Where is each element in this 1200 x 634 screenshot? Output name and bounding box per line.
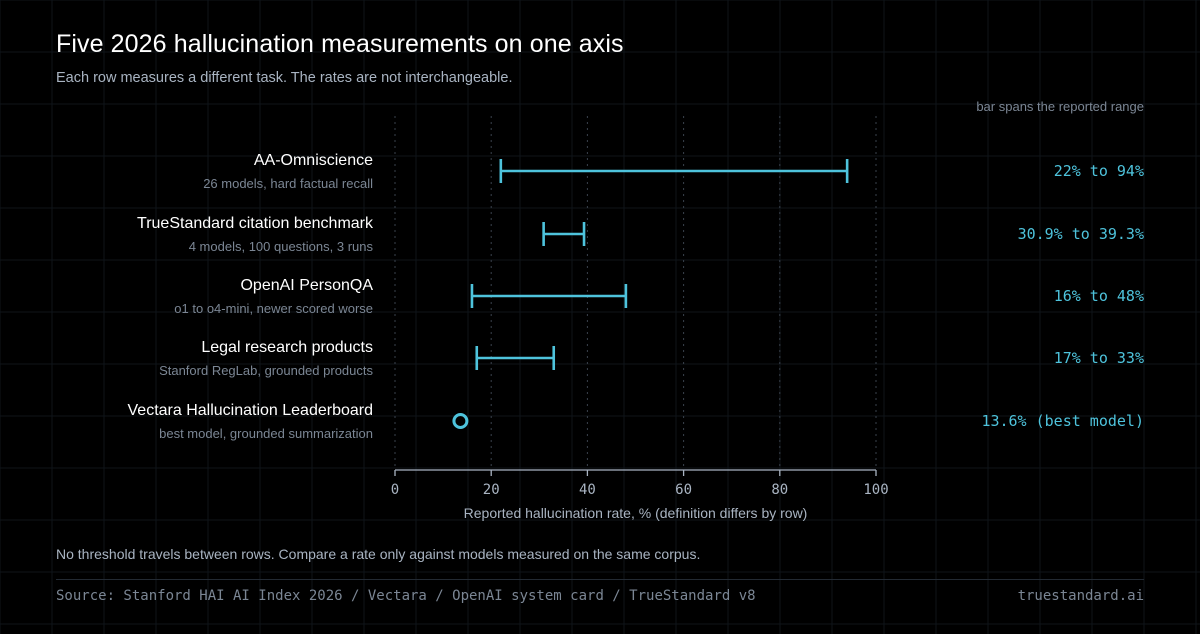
chart-title: Five 2026 hallucination measurements on … xyxy=(56,30,624,58)
row-name: OpenAI PersonQA xyxy=(240,277,373,294)
row-name: Vectara Hallucination Leaderboard xyxy=(127,402,374,419)
footnote: No threshold travels between rows. Compa… xyxy=(56,546,701,562)
row-description: 26 models, hard factual recall xyxy=(203,176,373,191)
range-note: bar spans the reported range xyxy=(976,99,1144,114)
row-description: o1 to o4-mini, newer scored worse xyxy=(174,301,373,316)
row-description: 4 models, 100 questions, 3 runs xyxy=(188,239,373,254)
x-tick-label: 20 xyxy=(483,482,500,498)
source-note: Source: Stanford HAI AI Index 2026 / Vec… xyxy=(56,588,756,604)
divider xyxy=(56,579,1144,580)
site-link[interactable]: truestandard.ai xyxy=(1017,588,1144,604)
range-value-label: 22% to 94% xyxy=(1053,162,1144,180)
range-value-label: 17% to 33% xyxy=(1053,349,1144,367)
range-value-label: 16% to 48% xyxy=(1053,287,1144,305)
x-tick-label: 100 xyxy=(863,482,888,498)
x-tick-label: 40 xyxy=(579,482,596,498)
x-tick-label: 0 xyxy=(391,482,399,498)
row-name: TrueStandard citation benchmark xyxy=(137,215,373,232)
row-name: Legal research products xyxy=(201,339,373,356)
point-marker xyxy=(452,413,469,429)
x-tick-label: 80 xyxy=(771,482,788,498)
range-value-label: 13.6% (best model) xyxy=(981,412,1144,430)
chart-subtitle: Each row measures a different task. The … xyxy=(56,70,513,86)
x-tick-label: 60 xyxy=(675,482,692,498)
range-value-label: 30.9% to 39.3% xyxy=(1017,225,1144,243)
row-name: AA-Omniscience xyxy=(253,152,373,169)
x-axis-label: Reported hallucination rate, % (definiti… xyxy=(463,505,808,521)
row-description: Stanford RegLab, grounded products xyxy=(159,363,373,378)
row-description: best model, grounded summarization xyxy=(159,426,373,441)
